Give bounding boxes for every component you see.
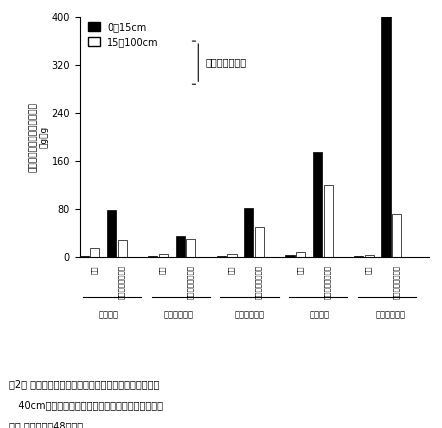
Bar <box>324 185 333 257</box>
Bar <box>354 256 363 257</box>
Bar <box>381 14 391 257</box>
Text: ギニアグラス: ギニアグラス <box>234 310 264 319</box>
Bar <box>365 255 374 257</box>
Bar <box>186 239 195 257</box>
Bar <box>90 248 99 257</box>
Text: 栽培ヒエ: 栽培ヒエ <box>99 310 118 319</box>
Text: トウモロコシ: トウモロコシ <box>375 310 405 319</box>
Bar <box>313 152 322 257</box>
Bar <box>286 255 294 257</box>
Text: 地際からの深度: 地際からの深度 <box>205 58 246 68</box>
Bar <box>392 214 401 257</box>
Text: 淡水・オイル塗布: 淡水・オイル塗布 <box>187 265 194 299</box>
Text: 対照: 対照 <box>91 265 97 274</box>
Bar <box>118 240 127 257</box>
Text: 淡水・オイル塗布: 淡水・オイル塗布 <box>392 265 399 299</box>
Text: 対照: 対照 <box>228 265 235 274</box>
Bar <box>175 236 185 257</box>
Text: 図2． 淡水およびシリコンオイルの茎葉塗布（地際から: 図2． 淡水およびシリコンオイルの茎葉塗布（地際から <box>9 379 159 389</box>
Bar <box>80 256 89 257</box>
Bar <box>228 254 236 257</box>
Text: オオクサキビ: オオクサキビ <box>164 310 194 319</box>
Text: 淡水・オイル塗布: 淡水・オイル塗布 <box>324 265 331 299</box>
Text: 対照: 対照 <box>297 265 303 274</box>
Text: 注． 淡水期間は48時間。: 注． 淡水期間は48時間。 <box>9 422 83 428</box>
Text: 淡水・オイル塗布: 淡水・オイル塗布 <box>118 265 125 299</box>
Bar <box>107 210 116 257</box>
Bar <box>217 256 226 257</box>
Text: 40cmまで）が根中のエタノール含量に及ぼす影響: 40cmまで）が根中のエタノール含量に及ぼす影響 <box>9 400 163 410</box>
Bar <box>296 252 305 257</box>
Bar <box>244 208 253 257</box>
Bar <box>255 227 264 257</box>
Bar <box>148 256 157 257</box>
Y-axis label: 生重当たりのエタノール含量
ｕg／g: 生重当たりのエタノール含量 ｕg／g <box>29 102 49 172</box>
Bar <box>159 254 168 257</box>
Text: 対照: 対照 <box>160 265 166 274</box>
Text: ソルガム: ソルガム <box>310 310 330 319</box>
Legend: 0～15cm, 15～100cm: 0～15cm, 15～100cm <box>88 22 159 47</box>
Text: 淡水・オイル塗布: 淡水・オイル塗布 <box>255 265 262 299</box>
Text: 対照: 対照 <box>365 265 372 274</box>
